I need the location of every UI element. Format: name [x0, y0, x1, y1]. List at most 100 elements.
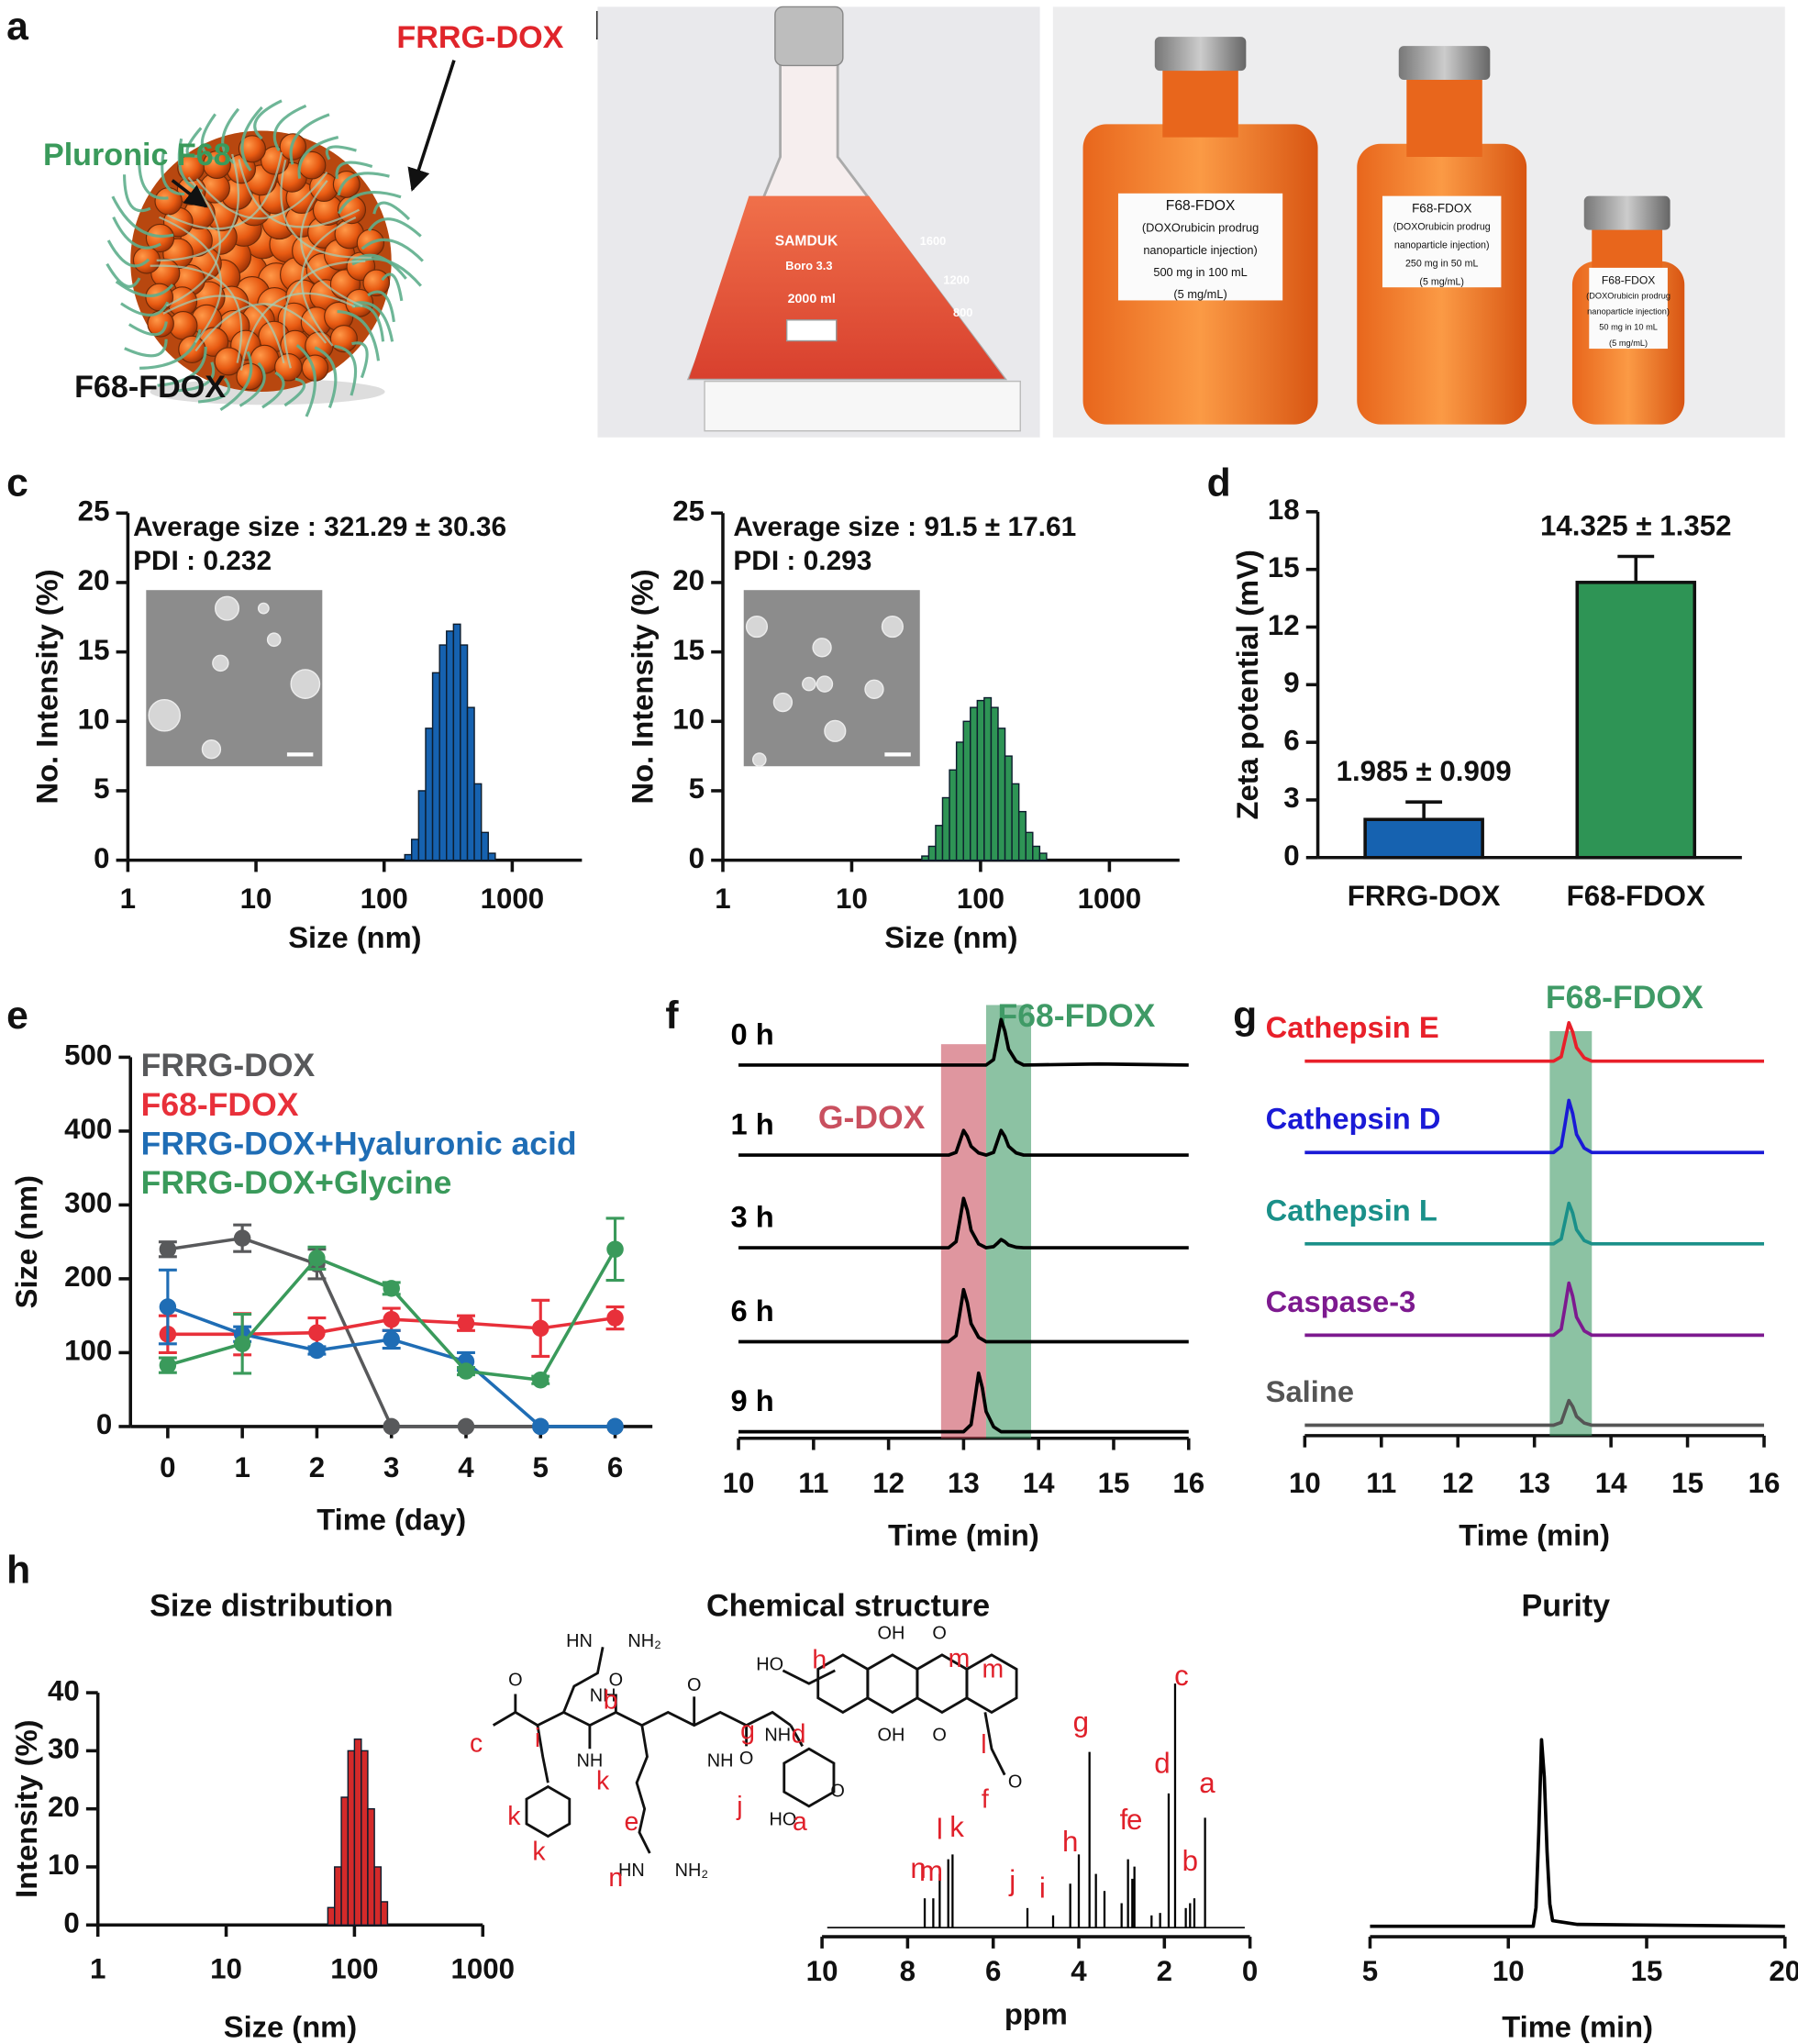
x-tick-label: FRRG-DOX [1348, 880, 1501, 912]
trace [738, 1128, 1189, 1157]
bar [1575, 581, 1697, 860]
atom-label: NH₂ [675, 1861, 708, 1881]
x-tick-label: 15 [1671, 1467, 1704, 1499]
position-letter: m [949, 1644, 971, 1673]
tem-particle [212, 654, 229, 672]
bottle-text: nanoparticle injection) [1143, 243, 1258, 257]
band-label: F68-FDOX [1546, 979, 1704, 1016]
x-tick-label: 14 [1023, 1467, 1055, 1499]
callout-arrow [407, 60, 456, 192]
histogram-bar [438, 644, 448, 861]
x-tick-label: 0 [160, 1451, 175, 1483]
bottle-label [1382, 195, 1502, 288]
surface-strand [156, 153, 239, 261]
position-letter: m [982, 1654, 1004, 1683]
bottle-cap [1154, 37, 1247, 72]
histogram-bar [466, 706, 475, 861]
flask-text: Boro 3.3 [785, 259, 832, 272]
y-tick-label: 400 [64, 1113, 112, 1145]
position-letter: e [625, 1807, 639, 1837]
polymer-strand [112, 217, 161, 250]
y-tick-label: 100 [64, 1335, 112, 1367]
trace [1304, 1098, 1765, 1155]
trace [1370, 1738, 1785, 1928]
histogram-bar [446, 630, 455, 861]
flask-liquid [689, 195, 1005, 379]
panel-label: c [6, 461, 28, 505]
polymer-strand [335, 161, 373, 180]
bottle-text: (DOXOrubicin prodrug [1393, 222, 1491, 233]
surface-strand [283, 260, 366, 369]
x-tick-label: 10 [836, 883, 868, 915]
value-label: 14.325 ± 1.352 [1540, 509, 1732, 541]
position-letter: g [740, 1716, 755, 1745]
bottle-text: F68-FDOX [1166, 198, 1236, 214]
bond [789, 1724, 804, 1748]
polymer-strand [337, 191, 402, 215]
x-tick-label: 10 [1289, 1467, 1321, 1499]
x-tick-label: 20 [1769, 1955, 1798, 1987]
position-letter: h [812, 1645, 827, 1674]
data-point [383, 1330, 400, 1349]
y-tick-label: 15 [672, 634, 705, 666]
chart-chromatogram: 10 11 12 13 14 15 16 Time (min) F68-FDOX Cathepsi… [1266, 979, 1781, 1551]
y-axis-title: No. Intensity (%) [30, 569, 64, 804]
polymer-strand [337, 172, 390, 196]
y-tick-label: 25 [78, 495, 110, 528]
x-axis-title: Size (nm) [288, 920, 421, 954]
tem-particle [881, 615, 904, 639]
x-tick-label: 13 [948, 1467, 980, 1499]
x-tick-label: 5 [1362, 1955, 1378, 1987]
surface-strand [239, 292, 356, 371]
polymer-strand [314, 346, 338, 408]
data-point [383, 1280, 400, 1297]
position-letter: l [981, 1730, 986, 1760]
trace-label: 0 h [731, 1016, 774, 1050]
polymer-strand [372, 201, 411, 221]
x-tick-label: 10 [723, 1467, 755, 1499]
atom-label: NH [577, 1751, 604, 1772]
polymer-strand [128, 321, 168, 337]
y-tick-label: 0 [96, 1408, 112, 1440]
y-tick-label: 200 [64, 1261, 112, 1293]
x-tick-label: 1 [120, 883, 136, 915]
polymer-strand [289, 113, 330, 165]
atom-label: NH [764, 1725, 791, 1745]
x-tick-label: 0 [1242, 1955, 1258, 1987]
histogram-bar [404, 853, 413, 861]
atom-label: O [932, 1725, 946, 1745]
x-tick-label: 6 [607, 1451, 623, 1483]
x-tick-label: 1000 [1078, 883, 1142, 915]
tem-particle [201, 739, 222, 760]
highlight-band [1549, 1030, 1593, 1436]
atom-label: NH [707, 1751, 734, 1772]
tem-particle [772, 692, 794, 713]
tem-particle [745, 615, 769, 639]
atom-label: OH [878, 1623, 905, 1643]
x-tick-label: 100 [361, 883, 408, 915]
x-axis-title: Time (day) [316, 1502, 466, 1536]
peak-assignment: j [1008, 1864, 1016, 1896]
x-tick-label: 3 [383, 1451, 399, 1483]
flask-text: 1600 [920, 234, 946, 248]
x-tick-label: 16 [1172, 1467, 1204, 1499]
bottle-text: 250 mg in 50 mL [1405, 258, 1478, 269]
y-axis-title: Size (nm) [9, 1175, 43, 1308]
trace [738, 1196, 1189, 1250]
data-point [532, 1417, 549, 1436]
histogram-bar [1004, 755, 1013, 861]
peak-assignment: i [1039, 1872, 1046, 1904]
histogram-bar [949, 769, 958, 861]
histogram-bar [1025, 831, 1034, 861]
trace-label: 9 h [731, 1383, 774, 1417]
legend-entry: FRRG-DOX [141, 1047, 316, 1083]
data-point [606, 1240, 624, 1258]
polymer-strand [139, 328, 202, 370]
surface-strand [162, 294, 285, 364]
histogram-bar [473, 783, 483, 861]
polymer-strand [185, 127, 203, 158]
atom-label: HO [756, 1654, 783, 1674]
y-axis-title: Zeta potential (mV) [1230, 550, 1264, 819]
atom-label: OH [878, 1725, 905, 1745]
